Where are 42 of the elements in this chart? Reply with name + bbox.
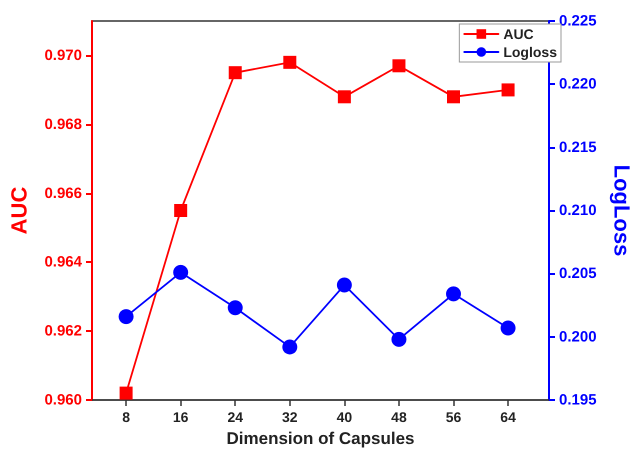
point (447, 90, 460, 104)
point (282, 339, 298, 354)
x-tick-label: 32 (282, 409, 298, 425)
point (446, 286, 462, 302)
point (228, 66, 242, 80)
point (392, 59, 406, 72)
x-tick-label: 40 (336, 409, 352, 425)
point (391, 332, 406, 347)
legend-label: Logloss (503, 44, 558, 60)
y2-tick-label: 0.195 (559, 392, 597, 408)
y2-tick-label: 0.205 (559, 265, 597, 282)
y-axis-title: AUC (6, 186, 32, 234)
x-tick-label: 24 (227, 409, 244, 425)
point (338, 90, 351, 104)
legend-label: AUC (503, 26, 534, 42)
y2-tick-label: 0.210 (559, 202, 597, 219)
x-tick-label: 56 (446, 409, 462, 425)
y-tick-label: 0.964 (44, 254, 83, 271)
y-tick-label: 0.962 (44, 322, 82, 340)
point (174, 204, 188, 217)
y2-tick-label: 0.200 (559, 328, 597, 346)
y2-tick-label: 0.215 (559, 138, 597, 156)
y-tick-label: 0.960 (44, 392, 82, 408)
point (173, 264, 188, 280)
point (118, 309, 134, 324)
y2-axis-title: LogLoss (610, 164, 634, 256)
point (283, 56, 296, 69)
x-tick-label: 64 (500, 409, 516, 425)
point (500, 320, 516, 336)
point (502, 83, 515, 96)
x-tick-label: 16 (172, 409, 189, 425)
x-tick-label: 8 (122, 409, 130, 425)
x-tick-label: 48 (391, 409, 407, 425)
y-tick-label: 0.968 (44, 116, 82, 133)
y2-tick-label: 0.220 (559, 76, 597, 93)
y-tick-label: 0.966 (44, 184, 82, 202)
point (228, 300, 243, 316)
y-tick-label: 0.970 (44, 46, 82, 64)
point (120, 386, 133, 400)
x-axis-title: Dimension of Capsules (226, 429, 414, 448)
y2-tick-label: 0.225 (559, 12, 597, 30)
point (336, 278, 352, 293)
